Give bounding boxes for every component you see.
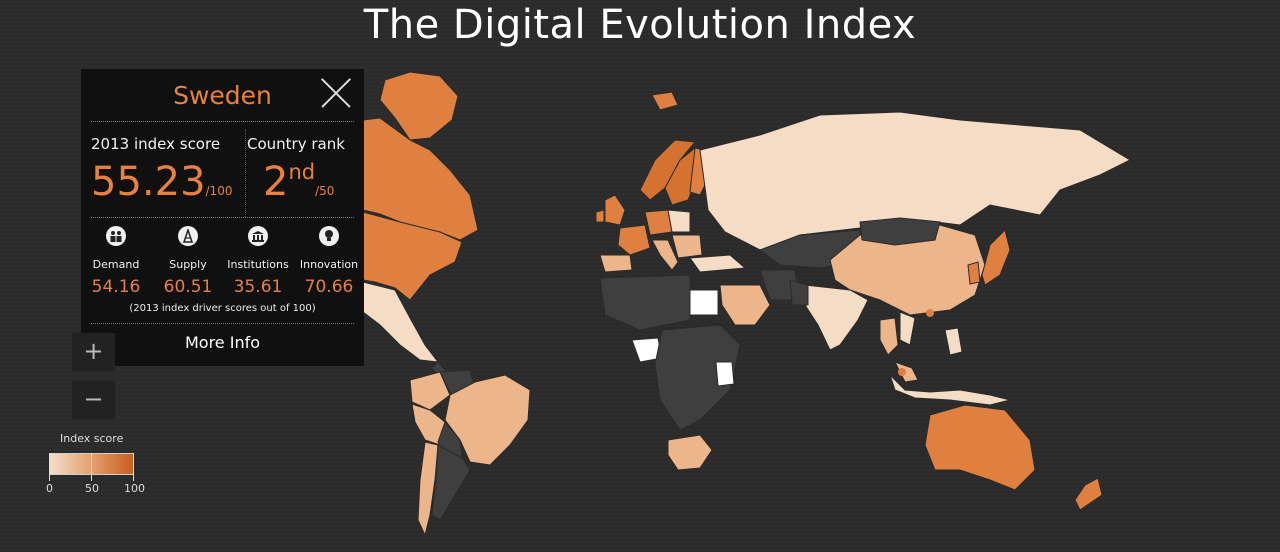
- country-kenya[interactable]: [715, 361, 735, 387]
- divider: [91, 217, 354, 218]
- country-pakistan[interactable]: [789, 279, 809, 306]
- lightbulb-icon: [319, 226, 339, 246]
- country-japan[interactable]: [981, 229, 1011, 286]
- tower-icon: [178, 226, 198, 246]
- legend-tick: [49, 453, 50, 481]
- country-usa[interactable]: [362, 211, 463, 301]
- country-colombia[interactable]: [409, 371, 451, 411]
- driver-supply: Supply 60.51: [153, 226, 223, 297]
- driver-label: Institutions: [227, 258, 289, 271]
- country-rank-value: 2nd/50: [263, 159, 335, 205]
- country-singapore[interactable]: [898, 368, 906, 376]
- country-saudi-arabia[interactable]: [719, 284, 771, 326]
- driver-value: 54.16: [91, 277, 141, 297]
- country-canada[interactable]: [362, 117, 479, 241]
- country-rank-suffix: nd: [288, 160, 316, 184]
- driver-label: Innovation: [299, 258, 359, 271]
- country-egypt[interactable]: [689, 289, 719, 316]
- country-australia[interactable]: [924, 404, 1036, 491]
- country-india[interactable]: [804, 284, 869, 351]
- country-germany[interactable]: [644, 209, 673, 236]
- country-north-africa[interactable]: [599, 274, 691, 331]
- more-info-link[interactable]: More Info: [184, 333, 261, 352]
- country-info-panel: Sweden 2013 index score Country rank 55.…: [81, 69, 364, 366]
- country-france[interactable]: [617, 224, 651, 256]
- zoom-in-button[interactable]: +: [72, 333, 115, 371]
- driver-label: Supply: [169, 258, 207, 271]
- country-rank-number: 2: [263, 159, 289, 205]
- drivers-note: (2013 index driver scores out of 100): [129, 303, 316, 314]
- country-ireland[interactable]: [595, 209, 605, 223]
- page-title: The Digital Evolution Index: [363, 2, 917, 48]
- driver-demand: Demand 54.16: [81, 226, 151, 297]
- country-poland[interactable]: [667, 209, 691, 233]
- country-south-africa[interactable]: [667, 434, 713, 471]
- legend-label-50: 50: [85, 482, 99, 495]
- country-mongolia[interactable]: [859, 217, 941, 246]
- country-thailand[interactable]: [879, 317, 899, 356]
- country-central-africa[interactable]: [654, 324, 741, 431]
- country-indonesia[interactable]: [889, 374, 1011, 406]
- people-icon: [106, 226, 126, 246]
- country-uk[interactable]: [604, 194, 626, 226]
- close-icon[interactable]: [321, 78, 351, 108]
- country-vietnam[interactable]: [899, 311, 916, 346]
- driver-value: 70.66: [304, 277, 354, 297]
- index-score-value: 55.23/100: [91, 162, 232, 202]
- legend-tick: [91, 453, 92, 481]
- driver-institutions: Institutions 35.61: [223, 226, 293, 297]
- country-turkey[interactable]: [689, 254, 747, 273]
- index-score-label: 2013 index score: [91, 135, 221, 153]
- country-new-zealand[interactable]: [1074, 477, 1103, 511]
- divider: [245, 129, 246, 217]
- driver-innovation: Innovation 70.66: [294, 226, 364, 297]
- legend-label-0: 0: [46, 482, 53, 495]
- legend-label-100: 100: [124, 482, 145, 495]
- country-hong-kong[interactable]: [926, 309, 934, 317]
- country-philippines[interactable]: [944, 327, 963, 356]
- index-score-out-of: /100: [205, 184, 233, 198]
- divider: [91, 323, 354, 324]
- country-greenland[interactable]: [379, 71, 459, 141]
- driver-value: 60.51: [163, 277, 213, 297]
- country-norway[interactable]: [639, 139, 696, 201]
- building-icon: [248, 226, 268, 246]
- country-rank-out-of: /50: [315, 184, 335, 198]
- country-argentina[interactable]: [431, 444, 471, 521]
- country-spain[interactable]: [599, 254, 633, 273]
- driver-value: 35.61: [233, 277, 283, 297]
- legend-tick: [133, 453, 134, 481]
- country-korea[interactable]: [967, 261, 981, 285]
- legend-title: Index score: [60, 432, 124, 445]
- driver-label: Demand: [92, 258, 140, 271]
- divider: [91, 121, 354, 122]
- country-balkans[interactable]: [671, 234, 703, 259]
- country-name: Sweden: [173, 81, 272, 110]
- country-iceland[interactable]: [651, 91, 679, 111]
- zoom-out-button[interactable]: −: [72, 381, 115, 419]
- country-rank-label: Country rank: [247, 135, 345, 153]
- country-italy[interactable]: [651, 239, 679, 271]
- index-score-number: 55.23: [91, 159, 206, 205]
- country-mexico[interactable]: [362, 281, 440, 363]
